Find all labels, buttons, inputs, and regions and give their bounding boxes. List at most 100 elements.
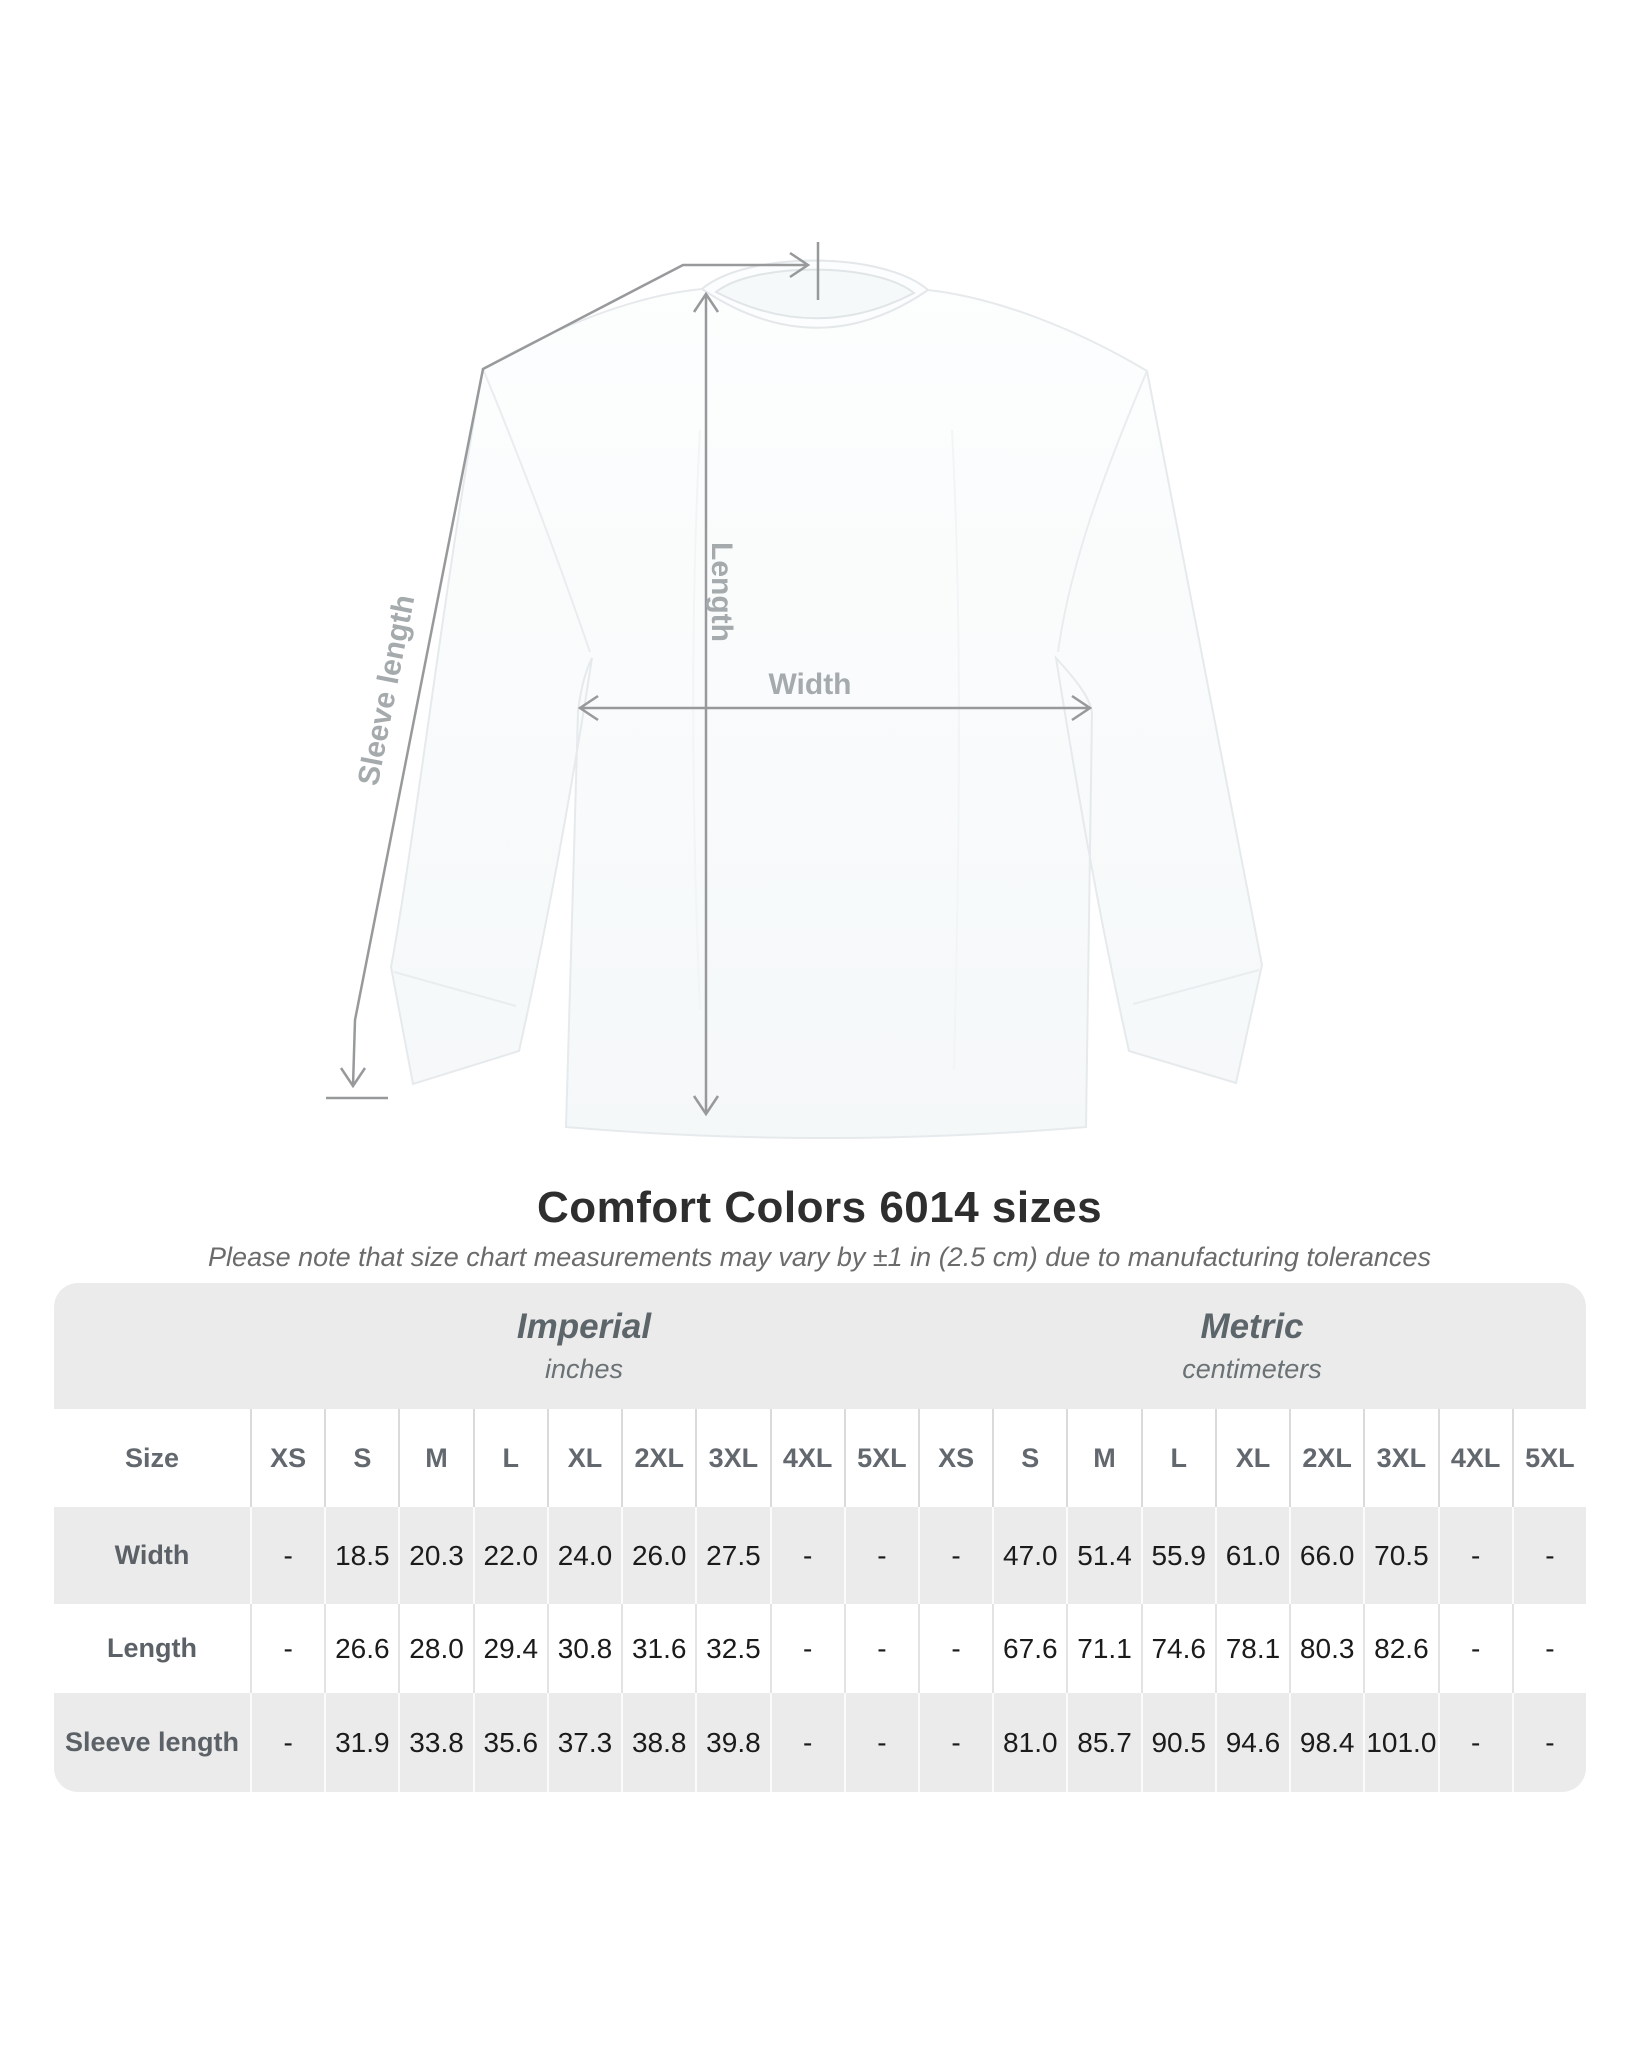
table-row-sleeve-length: Sleeve length - 31.9 33.8 35.6 37.3 38.8…	[54, 1693, 1586, 1792]
value-cell: 20.3	[398, 1507, 473, 1604]
value-cell: 33.8	[398, 1693, 473, 1792]
value-cell: -	[1437, 1693, 1512, 1792]
header-cell: XS	[250, 1409, 325, 1507]
header-cell: 3XL	[1363, 1409, 1438, 1507]
value-cell: -	[843, 1507, 918, 1604]
metric-label: Metric	[1200, 1307, 1304, 1346]
value-cell: -	[250, 1604, 325, 1693]
size-table: Imperial inches Metric centimeters Size …	[54, 1283, 1586, 1792]
value-cell: 30.8	[546, 1604, 622, 1693]
value-cell: -	[1511, 1693, 1586, 1792]
value-cell: 85.7	[1066, 1693, 1141, 1792]
table-row-length: Length - 26.6 28.0 29.4 30.8 31.6 32.5 -…	[54, 1604, 1586, 1693]
width-label: Width	[768, 668, 851, 701]
header-cell: 3XL	[695, 1409, 770, 1507]
value-cell: -	[250, 1507, 325, 1604]
length-measure: Length	[692, 291, 738, 1117]
value-cell: 51.4	[1066, 1507, 1141, 1604]
value-cell: -	[1437, 1507, 1512, 1604]
value-cell: 82.6	[1363, 1604, 1438, 1693]
left-cuff-seam	[393, 971, 517, 1007]
arrow-right-icon	[789, 251, 811, 279]
page-title: Comfort Colors 6014 sizes	[536, 1183, 1103, 1232]
metric-group-header: Metric centimeters	[917, 1283, 1586, 1409]
value-cell: 47.0	[992, 1507, 1067, 1604]
header-cell: 5XL	[843, 1409, 918, 1507]
value-cell: 80.3	[1289, 1604, 1364, 1693]
value-cell: 18.5	[324, 1507, 399, 1604]
value-cell: -	[769, 1507, 844, 1604]
arrow-down-icon	[339, 1067, 367, 1089]
value-cell: -	[917, 1693, 993, 1792]
header-cell: 5XL	[1511, 1409, 1586, 1507]
value-cell: 22.0	[472, 1507, 547, 1604]
value-cell: 31.6	[621, 1604, 696, 1693]
value-cell: 81.0	[992, 1693, 1067, 1792]
width-measure: Width	[577, 668, 1093, 722]
value-cell: 29.4	[472, 1604, 547, 1693]
imperial-unit: inches	[544, 1354, 623, 1384]
header-cell: 2XL	[621, 1409, 696, 1507]
collar-opening	[714, 268, 916, 320]
header-cell: S	[992, 1409, 1067, 1507]
value-cell: 31.9	[324, 1693, 399, 1792]
arrow-left-icon	[577, 694, 599, 722]
header-cell: XS	[917, 1409, 993, 1507]
header-cell: M	[1066, 1409, 1141, 1507]
header-cell: L	[1140, 1409, 1215, 1507]
value-cell: 26.0	[621, 1507, 696, 1604]
right-armhole-seam	[1057, 370, 1148, 653]
arrow-down-icon	[692, 1095, 720, 1117]
imperial-group-header: Imperial inches	[250, 1283, 918, 1409]
row-label: Sleeve length	[54, 1693, 250, 1792]
value-cell: -	[1437, 1604, 1512, 1693]
value-cell: 98.4	[1289, 1693, 1364, 1792]
sleeve-length-label: Sleeve length	[352, 592, 421, 788]
fabric-fold	[692, 429, 701, 1011]
header-cell: S	[324, 1409, 399, 1507]
value-cell: -	[769, 1693, 844, 1792]
length-label: Length	[705, 542, 738, 642]
size-header-cell: Size	[54, 1409, 250, 1507]
arrow-right-icon	[1071, 694, 1093, 722]
shirt-diagram: Length Width Sleeve length	[326, 242, 1264, 1139]
value-cell: -	[843, 1693, 918, 1792]
tolerance-note: Please note that size chart measurements…	[208, 1242, 1431, 1272]
metric-unit: centimeters	[1182, 1354, 1322, 1384]
header-cell: XL	[1214, 1409, 1290, 1507]
caption-block: Comfort Colors 6014 sizes Please note th…	[0, 1183, 1639, 1273]
value-cell: 67.6	[992, 1604, 1067, 1693]
right-cuff-seam	[1132, 969, 1260, 1005]
value-cell: -	[917, 1507, 993, 1604]
value-cell: 24.0	[546, 1507, 622, 1604]
value-cell: -	[769, 1604, 844, 1693]
fabric-fold	[951, 429, 960, 1071]
size-header-row: Size XS S M L XL 2XL 3XL 4XL 5XL XS S M …	[54, 1409, 1586, 1507]
value-cell: 101.0	[1363, 1693, 1438, 1792]
value-cell: -	[250, 1693, 325, 1792]
value-cell: 32.5	[695, 1604, 770, 1693]
value-cell: -	[843, 1604, 918, 1693]
value-cell: -	[1511, 1604, 1586, 1693]
value-cell: 27.5	[695, 1507, 770, 1604]
row-label: Length	[54, 1604, 250, 1693]
value-cell: 90.5	[1140, 1693, 1215, 1792]
size-table-grid: Imperial inches Metric centimeters Size …	[54, 1283, 1586, 1792]
value-cell: 26.6	[324, 1604, 399, 1693]
value-cell: 71.1	[1066, 1604, 1141, 1693]
value-cell: 37.3	[546, 1693, 622, 1792]
value-cell: -	[1511, 1507, 1586, 1604]
header-cell: 4XL	[1437, 1409, 1512, 1507]
header-cell: L	[472, 1409, 547, 1507]
value-cell: 39.8	[695, 1693, 770, 1792]
header-cell: M	[398, 1409, 473, 1507]
left-armhole-seam	[482, 368, 591, 653]
value-cell: 78.1	[1214, 1604, 1290, 1693]
arrow-up-icon	[692, 291, 720, 313]
value-cell: 61.0	[1214, 1507, 1290, 1604]
unit-group-row: Imperial inches Metric centimeters	[54, 1283, 1586, 1409]
row-label: Width	[54, 1507, 250, 1604]
value-cell: 66.0	[1289, 1507, 1364, 1604]
header-cell: 4XL	[769, 1409, 844, 1507]
